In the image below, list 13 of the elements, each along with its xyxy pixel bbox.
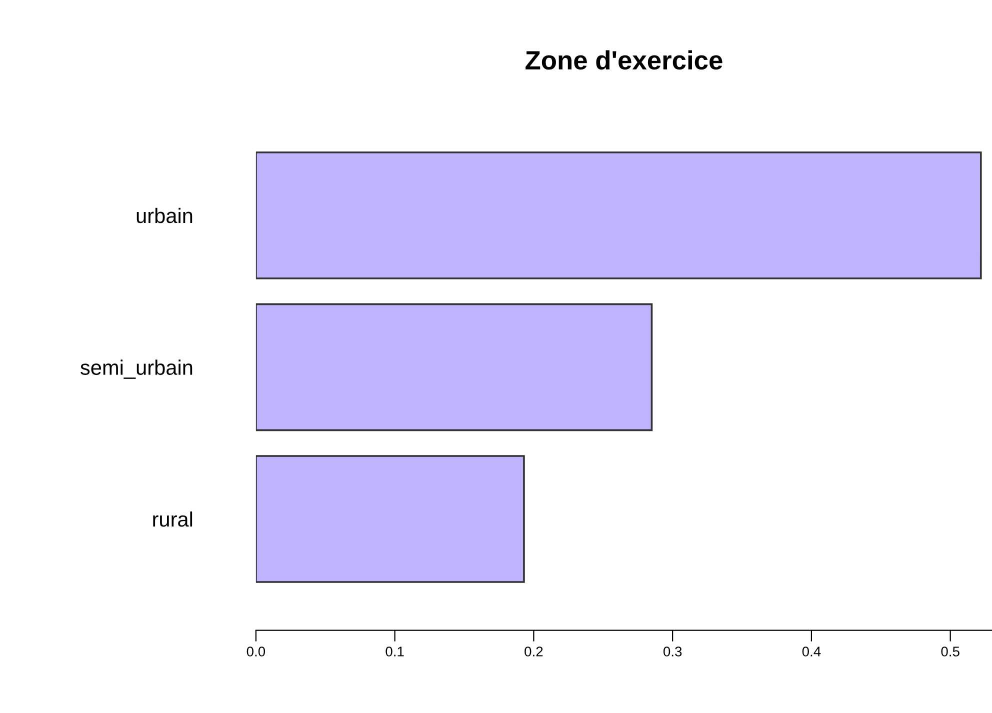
x-tick-label: 0.2	[524, 646, 543, 656]
bar	[256, 151, 982, 280]
bar	[256, 303, 653, 432]
y-tick-label: rural	[153, 511, 192, 527]
x-tick-label: 0.0	[246, 646, 266, 656]
y-tick-label: urbain	[136, 208, 192, 224]
x-tick-label: 0.3	[663, 646, 682, 656]
x-tick-label: 0.4	[802, 646, 821, 656]
x-tick-label: 0.5	[941, 646, 960, 656]
x-tick-label: 0.1	[386, 646, 404, 656]
bar	[256, 455, 525, 583]
y-tick-label: semi_urbain	[80, 360, 192, 379]
chart-title: Zone d'exercice	[526, 50, 722, 70]
